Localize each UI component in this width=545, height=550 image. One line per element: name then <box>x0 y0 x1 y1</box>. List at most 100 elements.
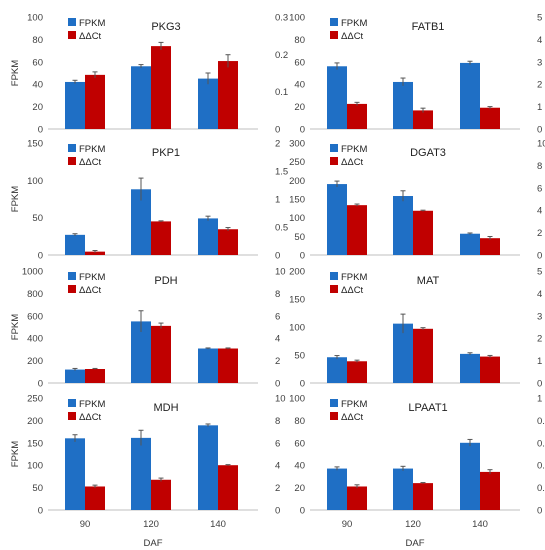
legend-label-ddct: ΔΔCt <box>341 31 364 42</box>
y-tick-label: 100 <box>27 13 43 24</box>
x-axis-label: DAF <box>144 538 163 549</box>
y-tick-label: 0 <box>38 506 43 517</box>
y-tick-label: 600 <box>27 311 43 322</box>
y2-tick-label: 2 <box>537 80 542 91</box>
y2-tick-label: 0.5 <box>275 223 288 234</box>
y-tick-label: 60 <box>294 57 305 68</box>
x-tick-label: 120 <box>405 519 421 530</box>
x-tick-label: 120 <box>143 519 159 530</box>
y-tick-label: 100 <box>27 176 43 187</box>
chart-title: FATB1 <box>412 21 445 33</box>
legend-label-fpkm: FPKM <box>341 399 367 410</box>
y-tick-label: 200 <box>289 267 305 278</box>
fpkm-bar <box>131 437 151 510</box>
y-tick-label: 50 <box>32 213 43 224</box>
ddct-bar <box>480 238 500 255</box>
ddct-bar <box>151 325 171 383</box>
fpkm-bar <box>460 62 480 129</box>
legend-label-fpkm: FPKM <box>341 272 367 283</box>
chart-title: PKP1 <box>152 147 180 159</box>
y2-tick-label: 1 <box>537 394 542 405</box>
fpkm-bar <box>65 438 85 510</box>
chart-mat: 050100150200012345ΔΔCt RitiosFPKMΔΔCtMAT <box>289 267 542 390</box>
y-tick-label: 0 <box>300 125 305 136</box>
legend-label-ddct: ΔΔCt <box>341 157 364 168</box>
ddct-bar <box>413 328 433 383</box>
y-tick-label: 60 <box>32 57 43 68</box>
y-tick-label: 40 <box>294 461 305 472</box>
legend-label-ddct: ΔΔCt <box>341 412 364 423</box>
legend-swatch-fpkm <box>330 399 338 407</box>
chart-title: PKG3 <box>151 21 180 33</box>
ddct-bar <box>151 221 171 255</box>
chart-title: LPAAT1 <box>408 402 447 414</box>
y-tick-label: 0 <box>38 379 43 390</box>
y-tick-label: 200 <box>27 356 43 367</box>
y2-tick-label: 0.4 <box>537 461 545 472</box>
y-tick-label: 0 <box>300 251 305 262</box>
y2-tick-label: 4 <box>537 206 542 217</box>
legend-swatch-ddct <box>68 157 76 165</box>
ddct-bar <box>480 107 500 129</box>
y2-tick-label: 0 <box>537 251 542 262</box>
legend-swatch-fpkm <box>330 272 338 280</box>
chart-title: DGAT3 <box>410 147 446 159</box>
fpkm-bar <box>327 66 347 129</box>
ddct-bar <box>413 110 433 129</box>
x-tick-label: 140 <box>472 519 488 530</box>
y2-tick-label: 0 <box>537 125 542 136</box>
y2-tick-label: 0 <box>537 506 542 517</box>
legend-label-ddct: ΔΔCt <box>79 285 102 296</box>
legend-swatch-fpkm <box>330 18 338 26</box>
y-tick-label: 20 <box>294 483 305 494</box>
y-tick-label: 40 <box>32 80 43 91</box>
y-axis-label: FPKM <box>10 314 21 340</box>
chart-title: PDH <box>154 275 177 287</box>
y-axis-label: FPKM <box>10 441 21 467</box>
chart-dgat3: 0501001502002503000246810ΔΔCt RitiosFPKM… <box>289 139 545 262</box>
y-axis-label: FPKM <box>10 186 21 212</box>
y-tick-label: 0 <box>300 506 305 517</box>
legend-swatch-ddct <box>330 157 338 165</box>
chart-pkg3: 0 20 40 60 80 100 0 0.1 0.2 0.3 FPKM FPKM ΔΔCt PKG3 <box>10 13 288 136</box>
legend-swatch-ddct <box>330 412 338 420</box>
y2-tick-label: 5 <box>537 267 542 278</box>
y2-tick-label: 2 <box>537 334 542 345</box>
legend-swatch-fpkm <box>68 399 76 407</box>
y-tick-label: 0 <box>300 379 305 390</box>
y2-tick-label: 1 <box>537 102 542 113</box>
legend-label-fpkm: FPKM <box>341 18 367 29</box>
legend-swatch-ddct <box>330 31 338 39</box>
y2-tick-label: 0 <box>537 379 542 390</box>
y-tick-label: 100 <box>289 13 305 24</box>
fpkm-bar <box>198 425 218 510</box>
y2-tick-label: 0.2 <box>275 50 288 61</box>
legend-swatch-ddct <box>68 31 76 39</box>
x-tick-label: 140 <box>210 519 226 530</box>
fpkm-bar <box>460 353 480 383</box>
ddct-bar <box>218 229 238 255</box>
y2-tick-label: 5 <box>537 13 542 24</box>
y2-tick-label: 2 <box>537 228 542 239</box>
fpkm-bar <box>65 81 85 129</box>
legend-label-ddct: ΔΔCt <box>79 31 102 42</box>
y-tick-label: 0 <box>38 251 43 262</box>
legend-label-fpkm: FPKM <box>79 272 105 283</box>
y-tick-label: 50 <box>32 483 43 494</box>
y-tick-label: 200 <box>27 416 43 427</box>
x-tick-label: 90 <box>80 519 91 530</box>
ddct-bar <box>413 483 433 510</box>
y2-tick-label: 6 <box>275 311 280 322</box>
fpkm-bar <box>327 184 347 255</box>
y-tick-label: 300 <box>289 139 305 150</box>
y2-tick-label: 2 <box>275 356 280 367</box>
y2-tick-label: 8 <box>275 289 280 300</box>
y-tick-label: 40 <box>294 80 305 91</box>
legend-swatch-fpkm <box>330 144 338 152</box>
legend-label-fpkm: FPKM <box>341 144 367 155</box>
y2-tick-label: 0 <box>275 125 280 136</box>
y-tick-label: 80 <box>32 35 43 46</box>
fpkm-bar <box>65 234 85 255</box>
ddct-bar <box>347 361 367 383</box>
